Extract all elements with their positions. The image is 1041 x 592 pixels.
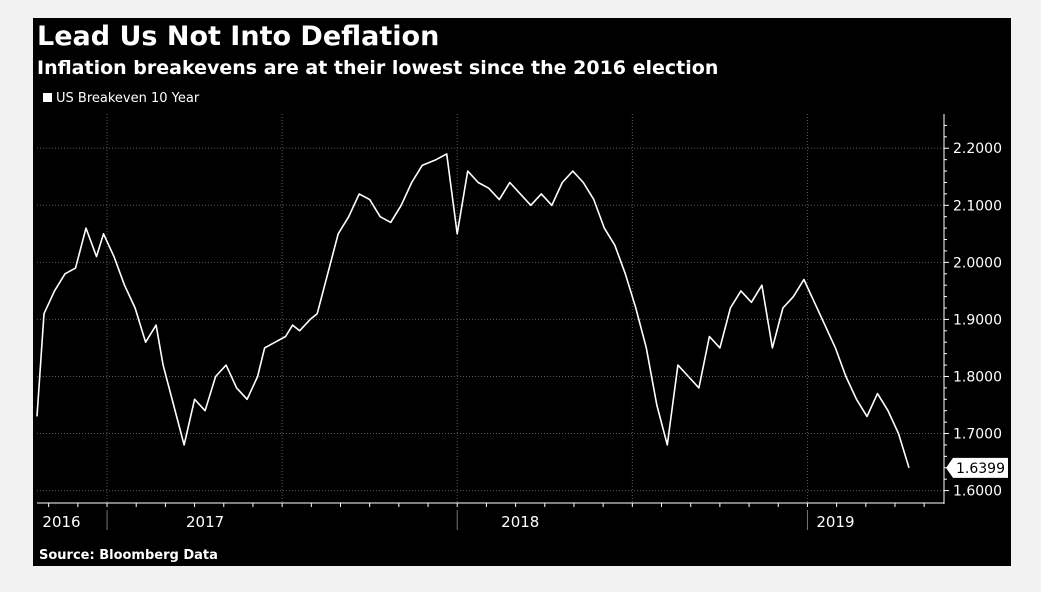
y-tick-label-1: 1.7000 (953, 427, 1002, 443)
y-tick-label-6: 2.2000 (953, 141, 1002, 157)
source-note: Source: Bloomberg Data (39, 548, 218, 563)
legend-label: US Breakeven 10 Year (56, 91, 200, 106)
x-year-label-1: 2017 (186, 513, 224, 531)
legend: US Breakeven 10 Year (43, 91, 199, 107)
legend-swatch (43, 93, 52, 102)
chart-title: Lead Us Not Into Deflation (37, 21, 440, 52)
series-line-us-breakeven-10-year (36, 153, 910, 469)
last-value-callout (946, 457, 1008, 478)
chart-panel: Lead Us Not Into Deflation Inflation bre… (33, 18, 1011, 566)
y-tick-label-0: 1.6000 (953, 484, 1002, 500)
y-tick-label-5: 2.1000 (953, 198, 1002, 214)
x-year-label-2: 2018 (501, 513, 539, 531)
x-year-label-3: 2019 (816, 513, 854, 531)
x-year-label-0: 2016 (42, 513, 80, 531)
line-chart: 1.6000 1.7000 1.8000 1.9000 2.0000 2.1000 2.20… (36, 114, 1008, 531)
last-value-label: 1.6399 (956, 461, 1005, 477)
y-tick-label-2: 1.8000 (953, 369, 1002, 385)
chart-subtitle: Inflation breakevens are at their lowest… (37, 57, 719, 79)
y-tick-label-3: 1.9000 (953, 312, 1002, 328)
y-tick-label-4: 2.0000 (953, 255, 1002, 271)
